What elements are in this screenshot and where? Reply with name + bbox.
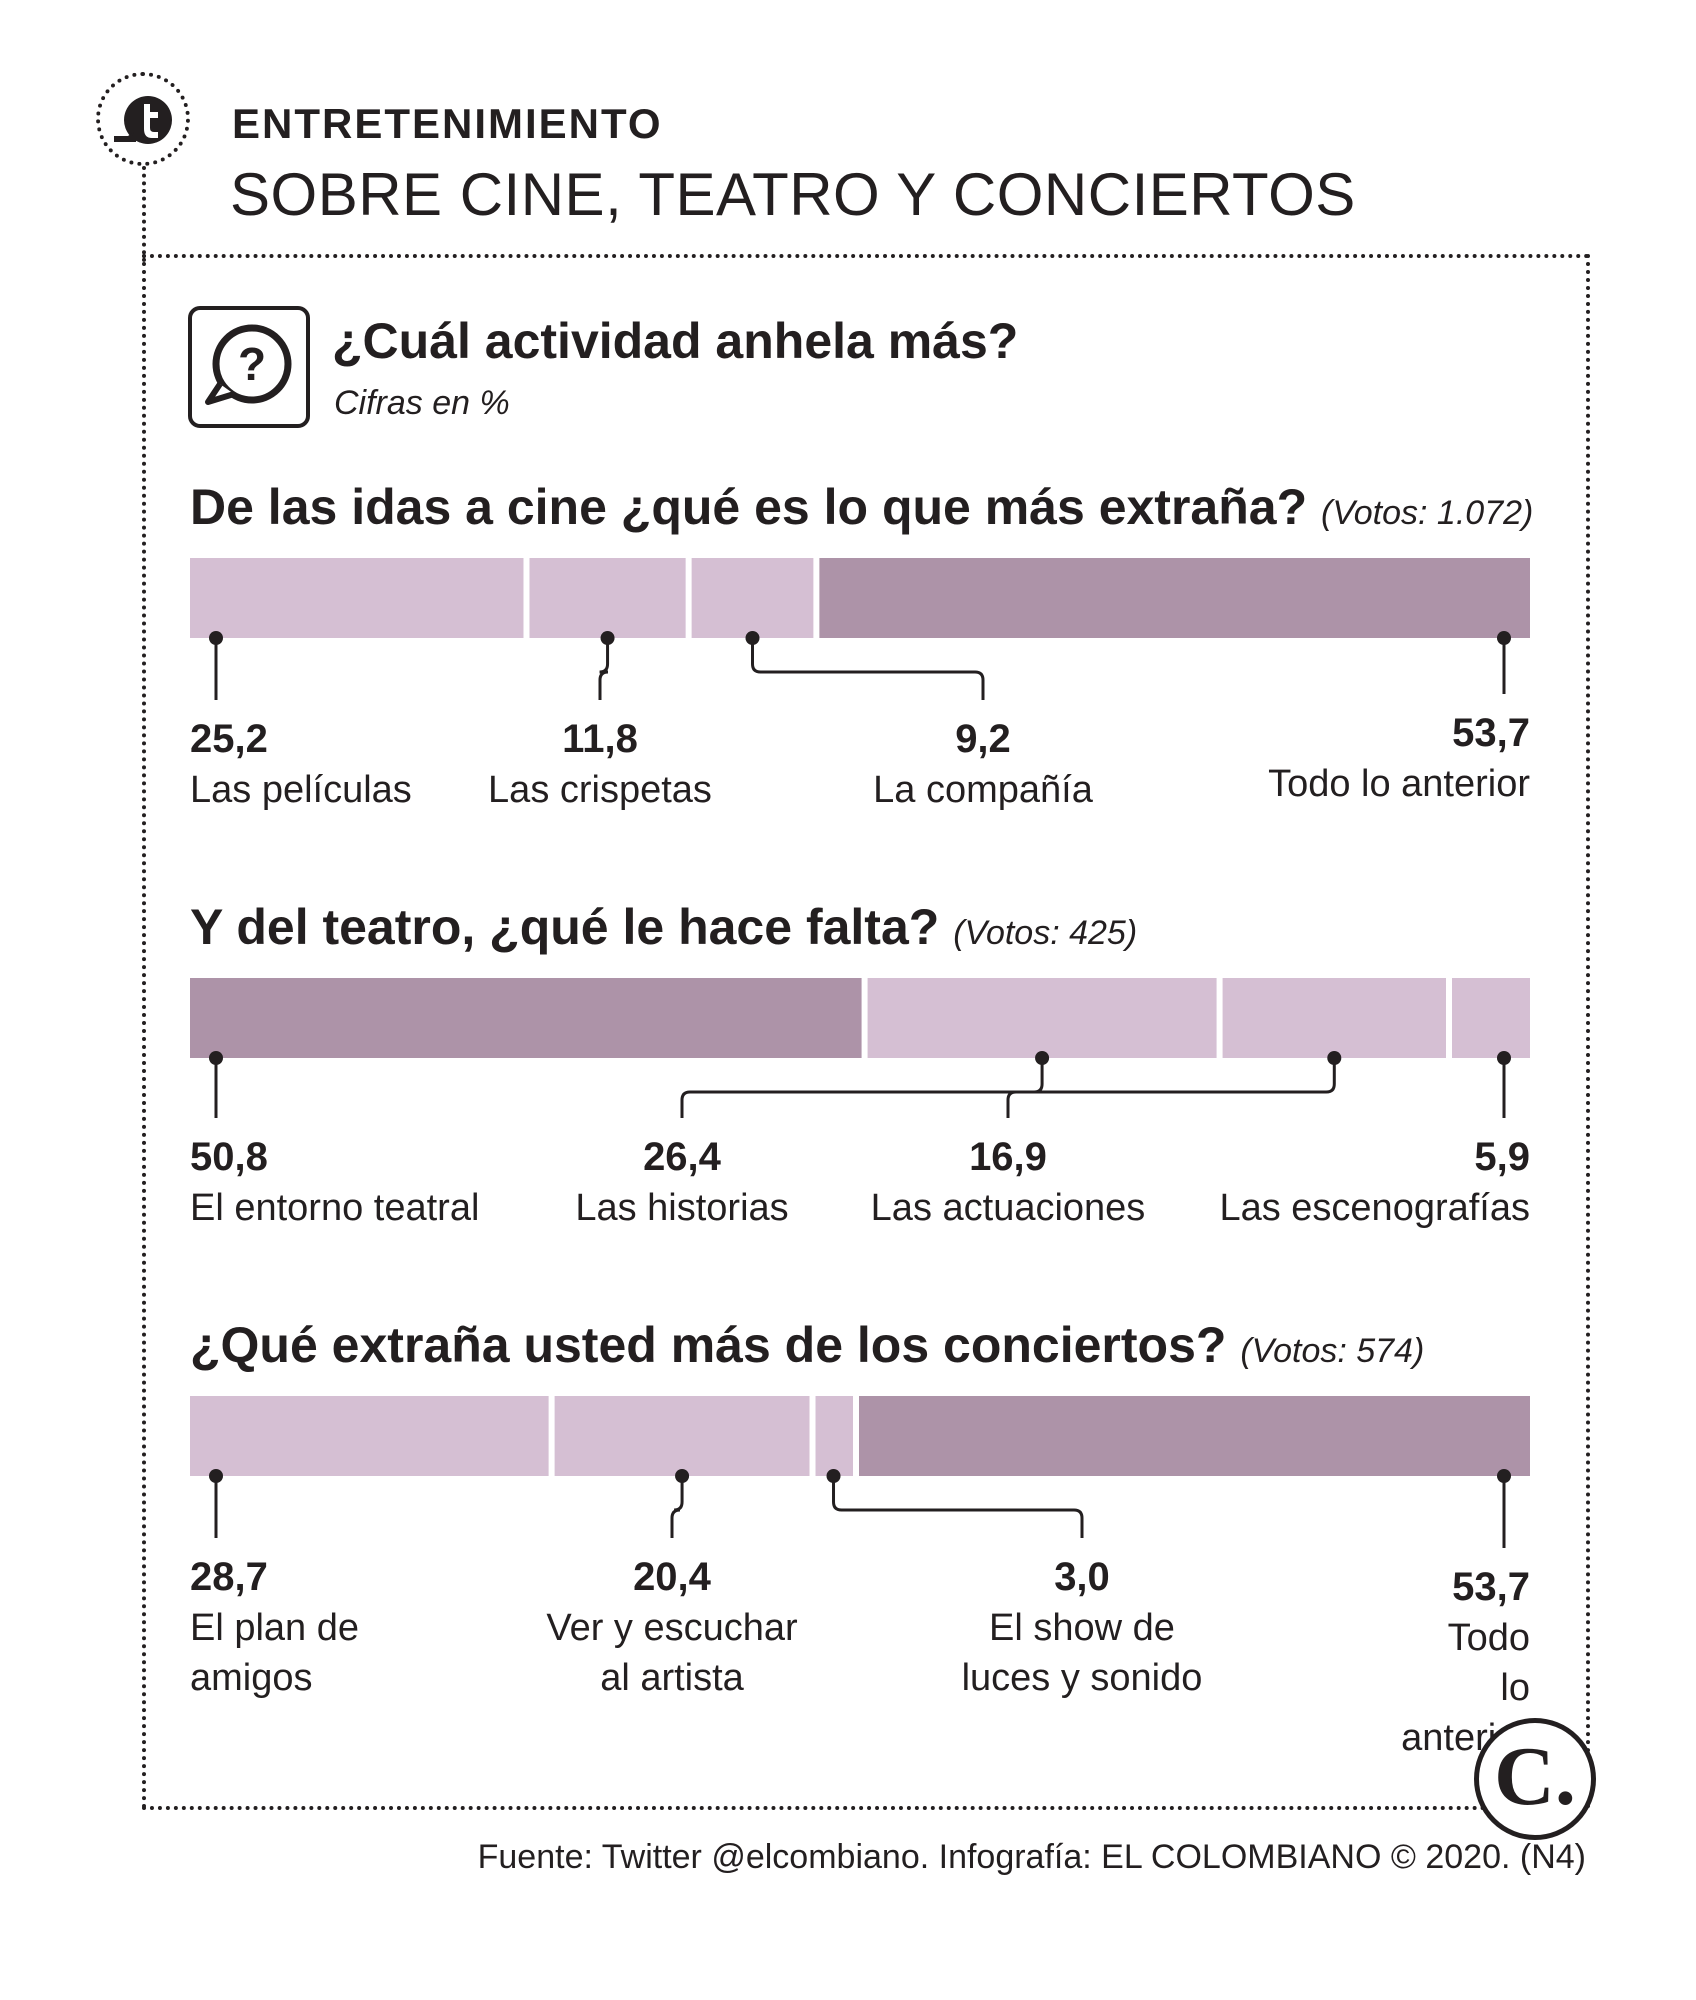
chart-3-title: ¿Qué extraña usted más de los conciertos… xyxy=(190,1316,1424,1374)
page-title: SOBRE CINE, TEATRO Y CONCIERTOS xyxy=(230,161,1356,228)
twitter-badge-icon xyxy=(96,72,190,166)
chart-1-dot-3 xyxy=(745,631,760,645)
chart-3-leader-3 xyxy=(832,1476,1084,1538)
dotted-connector xyxy=(142,166,146,262)
chart-1-dot-1 xyxy=(209,631,223,645)
chart-2-votes: (Votos: 425) xyxy=(953,914,1138,952)
chart-3-value-label-4: 53,7 xyxy=(1452,1565,1530,1609)
chart-3-bar-4 xyxy=(859,1396,1530,1476)
chart-3-bar-2 xyxy=(554,1396,810,1476)
chart-1-leader-2 xyxy=(598,638,610,700)
chart-1-dot-4 xyxy=(1497,631,1511,645)
chart-2-category-label-3: Las actuaciones xyxy=(871,1187,1146,1229)
chart-1-value-label-4: 53,7 xyxy=(1452,711,1530,755)
chart-1-title: De las idas a cine ¿qué es lo que más ex… xyxy=(190,478,1533,536)
chart-2-bar-3 xyxy=(1222,978,1447,1058)
chart-3-dot-1 xyxy=(209,1469,223,1483)
chart-3-leader-2 xyxy=(670,1476,684,1538)
chart-1-bar-2 xyxy=(529,558,686,638)
chart-3-dot-2 xyxy=(675,1469,690,1483)
section-label: ENTRETENIMIENTO xyxy=(232,100,663,147)
twitter-t-icon xyxy=(114,96,172,144)
chart-3-bar-1 xyxy=(190,1396,549,1476)
chart-1-category-label-2: Las crispetas xyxy=(488,769,712,811)
chart-3-title-text: ¿Qué extraña usted más de los conciertos… xyxy=(190,1317,1227,1373)
chart-2-bar-1 xyxy=(190,978,862,1058)
question-bubble-icon: ? xyxy=(188,306,310,428)
svg-text:?: ? xyxy=(238,338,266,390)
chart-2-dot-4 xyxy=(1497,1051,1511,1065)
chart-1-category-label-1: Las películas xyxy=(190,769,412,811)
chart-3-value-label-1: 28,7 xyxy=(190,1555,268,1599)
chart-2-value-label-4: 5,9 xyxy=(1474,1135,1530,1179)
chart-3-category-label-2: Ver y escuchar al artista xyxy=(546,1607,798,1699)
chart-1-bar-1 xyxy=(190,558,524,638)
chart-2-value-label-3: 16,9 xyxy=(969,1135,1047,1179)
chart-2-title-text: Y del teatro, ¿qué le hace falta? xyxy=(190,899,940,955)
chart-3-bar-3 xyxy=(815,1396,854,1476)
chart-1-title-text: De las idas a cine ¿qué es lo que más ex… xyxy=(190,479,1308,535)
chart-2-bar-4 xyxy=(1452,978,1530,1058)
chart-3-value-label-2: 20,4 xyxy=(633,1555,712,1599)
chart-2-leader-2 xyxy=(680,1058,1044,1118)
chart-2-leader-3 xyxy=(1006,1058,1336,1118)
chart-1-bar-3 xyxy=(691,558,814,638)
chart-1-value-label-1: 25,2 xyxy=(190,717,268,761)
chart-1-category-label-3: La compañía xyxy=(873,769,1094,811)
chart-2-category-label-4: Las escenografías xyxy=(1219,1187,1530,1229)
chart-1-value-label-2: 11,8 xyxy=(562,717,638,761)
chart-2-category-label-2: Las historias xyxy=(575,1187,788,1229)
el-colombiano-logo: C. xyxy=(1474,1718,1596,1840)
source-footer: Fuente: Twitter @elcombiano. Infografía:… xyxy=(477,1838,1586,1876)
chart-2-value-label-1: 50,8 xyxy=(190,1135,268,1179)
chart-3-votes: (Votos: 574) xyxy=(1240,1332,1425,1370)
chart-2-category-label-1: El entorno teatral xyxy=(190,1187,479,1229)
chart-1-leader-3 xyxy=(751,638,985,700)
chart-2-dot-1 xyxy=(209,1051,223,1065)
dotted-frame xyxy=(142,254,1590,1810)
chart-2-title: Y del teatro, ¿qué le hace falta? (Votos… xyxy=(190,898,1137,956)
chart-2-value-label-2: 26,4 xyxy=(643,1135,722,1179)
question-title: ¿Cuál actividad anhela más? xyxy=(332,313,1019,369)
logo-letter: C. xyxy=(1494,1730,1576,1823)
chart-2-bar-2 xyxy=(867,978,1217,1058)
chart-1-dot-2 xyxy=(600,631,615,645)
chart-1-bar-4 xyxy=(819,558,1530,638)
chart-1-votes: (Votos: 1.072) xyxy=(1321,494,1534,532)
chart-3-category-label-3: El show de luces y sonido xyxy=(962,1607,1203,1699)
chart-3-category-label-1: El plan de amigos xyxy=(190,1607,359,1699)
chart-3-value-label-3: 3,0 xyxy=(1054,1555,1110,1599)
chart-1-value-label-3: 9,2 xyxy=(955,717,1011,761)
question-subtitle: Cifras en % xyxy=(334,384,510,422)
chart-2-dot-3 xyxy=(1327,1051,1342,1065)
chart-3-dot-3 xyxy=(826,1469,841,1483)
chart-1-category-label-4: Todo lo anterior xyxy=(1268,763,1530,805)
chart-2-dot-2 xyxy=(1035,1051,1050,1065)
chart-3-dot-4 xyxy=(1497,1469,1511,1483)
